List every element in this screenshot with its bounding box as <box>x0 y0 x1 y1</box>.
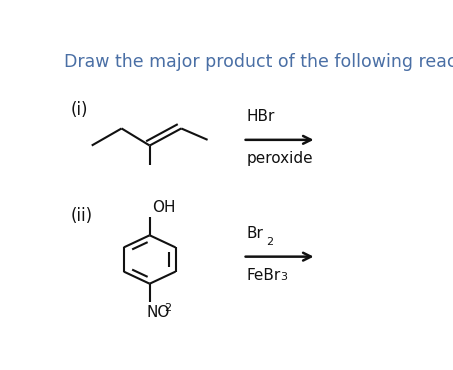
Text: 2: 2 <box>164 303 172 313</box>
Text: Draw the major product of the following reactions.: Draw the major product of the following … <box>63 53 453 71</box>
Text: (ii): (ii) <box>71 207 93 225</box>
Text: 2: 2 <box>266 237 274 247</box>
Text: NO: NO <box>146 305 169 320</box>
Text: 3: 3 <box>280 272 287 282</box>
Text: (i): (i) <box>71 101 88 120</box>
Text: Br: Br <box>246 226 263 241</box>
Text: OH: OH <box>153 200 176 215</box>
Text: FeBr: FeBr <box>246 268 280 283</box>
Text: peroxide: peroxide <box>246 151 313 166</box>
Text: HBr: HBr <box>246 109 275 124</box>
